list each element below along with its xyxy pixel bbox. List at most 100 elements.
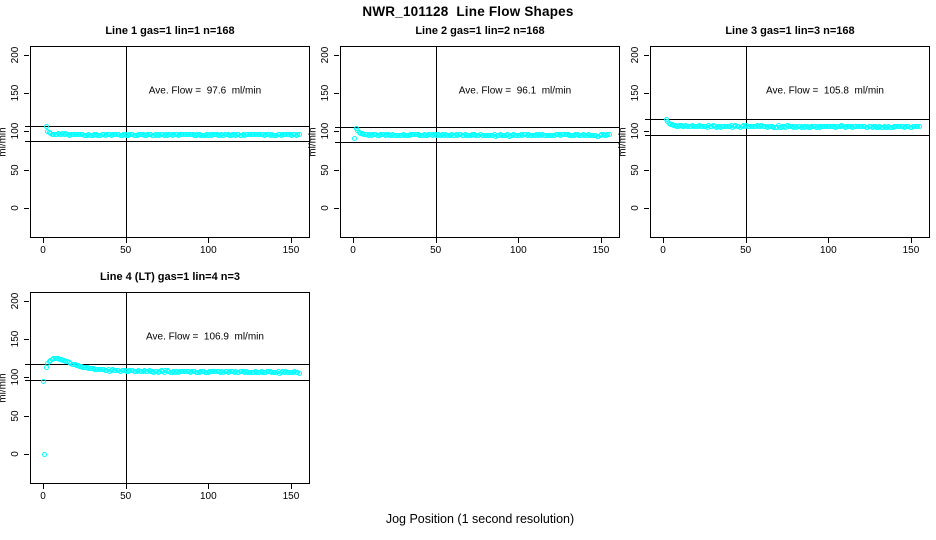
x-tick <box>910 238 912 243</box>
y-tick-label: 0 <box>630 205 641 211</box>
y-tick <box>334 54 339 56</box>
avg-flow-annotation: Ave. Flow = 105.8 ml/min <box>766 85 884 97</box>
y-tick-label: 0 <box>10 451 21 457</box>
data-point <box>296 370 302 376</box>
y-axis-label: ml/min <box>0 373 9 403</box>
y-tick-label: 100 <box>630 123 641 140</box>
data-point <box>43 124 49 130</box>
y-tick-label: 150 <box>630 84 641 102</box>
main-title: NWR_101128 Line Flow Shapes <box>362 4 574 19</box>
y-tick-label: 50 <box>320 164 331 176</box>
data-point <box>916 124 922 130</box>
y-tick-label: 50 <box>10 164 21 176</box>
y-tick <box>24 54 29 56</box>
y-tick-label: 150 <box>320 84 331 102</box>
y-tick-label: 0 <box>10 205 21 211</box>
outlier-point <box>352 136 358 142</box>
plot-panel: Line 2 gas=1 lin=2 n=168 ml/min Ave. Flo… <box>308 25 620 256</box>
avg-flow-annotation: Ave. Flow = 97.6 ml/min <box>148 85 262 97</box>
x-tick <box>745 238 747 243</box>
panel-title: Line 2 gas=1 lin=2 n=168 <box>415 25 545 37</box>
x-tick <box>663 238 664 243</box>
upper-band-line <box>25 125 310 127</box>
y-tick-label: 200 <box>630 46 641 64</box>
x-tick-label: 100 <box>199 245 217 256</box>
y-axis-label: ml/min <box>617 127 629 157</box>
x-tick <box>125 484 127 489</box>
y-tick-label: 200 <box>10 292 21 310</box>
x-tick <box>353 238 354 243</box>
x-tick <box>435 238 437 243</box>
y-tick <box>644 169 649 171</box>
y-axis-label: ml/min <box>307 127 319 157</box>
plot-panel: Line 1 gas=1 lin=1 n=168 ml/min Ave. Flo… <box>0 25 310 256</box>
y-tick-label: 150 <box>10 84 21 102</box>
x-tick-label: 0 <box>350 245 356 256</box>
y-tick <box>334 93 339 95</box>
y-tick-label: 0 <box>320 205 331 211</box>
y-tick <box>24 208 29 209</box>
upper-band-line <box>335 126 620 128</box>
plot-panel: Line 4 (LT) gas=1 lin=4 n=3 ml/min Ave. … <box>0 271 310 502</box>
x-tick-label: 150 <box>282 491 300 502</box>
plot-box <box>30 292 310 484</box>
upper-band-line <box>25 363 310 365</box>
plot-box <box>650 46 930 238</box>
outlier-point <box>41 378 47 384</box>
y-tick <box>24 93 29 95</box>
upper-band-line <box>645 118 930 120</box>
avg-flow-annotation: Ave. Flow = 106.9 ml/min <box>146 331 264 343</box>
y-tick <box>644 131 649 133</box>
y-tick-label: 200 <box>10 46 21 64</box>
y-tick <box>24 131 29 133</box>
avg-flow-annotation: Ave. Flow = 96.1 ml/min <box>458 85 572 97</box>
x-tick-label: 0 <box>40 491 46 502</box>
panel-title: Line 4 (LT) gas=1 lin=4 n=3 <box>99 271 241 283</box>
lower-band-line <box>25 380 310 382</box>
jog-vline <box>745 46 747 238</box>
y-tick <box>24 169 29 171</box>
x-tick-label: 0 <box>40 245 46 256</box>
panel-title: Line 1 gas=1 lin=1 n=168 <box>105 25 235 37</box>
x-tick-label: 150 <box>282 245 300 256</box>
x-tick-label: 100 <box>199 491 217 502</box>
x-tick-label: 100 <box>509 245 527 256</box>
y-tick-label: 50 <box>630 164 641 176</box>
x-tick-label: 50 <box>120 245 132 256</box>
y-tick <box>334 131 339 133</box>
x-tick-label: 0 <box>660 245 666 256</box>
x-axis-label: Jog Position (1 second resolution) <box>385 512 575 526</box>
y-tick <box>334 208 339 209</box>
panel-title: Line 3 gas=1 lin=3 n=168 <box>725 25 855 37</box>
x-tick <box>828 238 830 243</box>
y-tick <box>24 415 29 417</box>
lower-band-line <box>645 135 930 137</box>
x-tick <box>208 238 210 243</box>
x-tick-label: 50 <box>740 245 752 256</box>
x-tick-label: 150 <box>592 245 610 256</box>
y-tick <box>24 300 29 302</box>
jog-vline <box>125 292 127 484</box>
jog-vline <box>435 46 437 238</box>
data-point <box>606 132 612 138</box>
y-tick-label: 200 <box>320 46 331 64</box>
y-tick-label: 100 <box>10 369 21 386</box>
x-tick <box>290 484 292 489</box>
lower-band-line <box>25 140 310 142</box>
y-tick-label: 50 <box>10 410 21 422</box>
x-tick-label: 50 <box>120 491 132 502</box>
x-tick-label: 150 <box>902 245 920 256</box>
x-tick <box>208 484 210 489</box>
x-tick <box>518 238 520 243</box>
jog-vline <box>125 46 127 238</box>
y-tick <box>644 93 649 95</box>
y-tick <box>334 169 339 171</box>
x-tick <box>600 238 602 243</box>
plot-box <box>30 46 310 238</box>
data-point <box>296 132 302 138</box>
lower-band-line <box>335 141 620 143</box>
y-tick-label: 150 <box>10 330 21 348</box>
x-tick <box>290 238 292 243</box>
x-tick <box>125 238 127 243</box>
